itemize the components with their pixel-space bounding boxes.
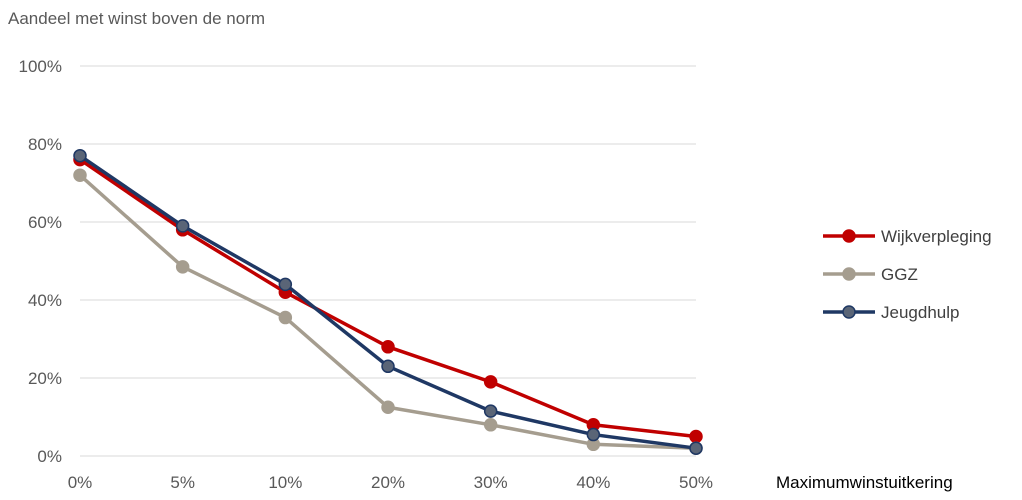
chart-title: Aandeel met winst boven de norm: [8, 9, 265, 28]
data-point: [483, 418, 498, 432]
series-ggz: [73, 168, 703, 455]
legend-item: Jeugdhulp: [823, 303, 959, 322]
gridlines: [80, 65, 696, 457]
x-tick-label: 40%: [576, 473, 610, 492]
y-tick-label: 20%: [28, 369, 62, 388]
data-point: [483, 375, 498, 389]
series-line: [78, 157, 698, 439]
y-tick-label: 80%: [28, 135, 62, 154]
legend: Wijkverpleging GGZ Jeugdhulp: [823, 227, 992, 322]
y-axis-tick-labels: 0% 20% 40% 60% 80% 100%: [19, 57, 62, 466]
data-point: [175, 260, 190, 274]
y-tick-label: 40%: [28, 291, 62, 310]
data-point: [278, 277, 293, 292]
x-tick-label: 5%: [170, 473, 195, 492]
series-wijkverpleging: [73, 152, 703, 444]
x-tick-label: 10%: [268, 473, 302, 492]
legend-item: GGZ: [823, 265, 918, 284]
x-tick-label: 20%: [371, 473, 405, 492]
legend-label: Jeugdhulp: [881, 303, 959, 322]
legend-marker: [842, 267, 856, 281]
data-point: [483, 404, 498, 418]
legend-marker: [842, 229, 856, 243]
data-point: [689, 441, 703, 455]
data-point: [381, 400, 395, 414]
x-tick-label: 0%: [68, 473, 93, 492]
data-point: [278, 310, 293, 325]
legend-label: Wijkverpleging: [881, 227, 992, 246]
series-jeugdhulp: [73, 148, 703, 455]
legend-label: GGZ: [881, 265, 918, 284]
y-tick-label: 100%: [19, 57, 62, 76]
data-point: [381, 340, 395, 354]
y-tick-label: 0%: [37, 447, 62, 466]
data-point: [689, 429, 703, 444]
data-point: [175, 219, 190, 233]
series-layer: [73, 148, 703, 455]
x-tick-label: 30%: [474, 473, 508, 492]
data-point: [586, 427, 601, 442]
legend-item: Wijkverpleging: [823, 227, 992, 246]
x-axis-tick-labels: 0% 5% 10% 20% 30% 40% 50%: [68, 473, 713, 492]
x-tick-label: 50%: [679, 473, 713, 492]
x-axis-label: Maximumwinstuitkering: [776, 473, 953, 492]
y-tick-label: 60%: [28, 213, 62, 232]
data-point: [73, 148, 87, 163]
data-point: [381, 359, 395, 374]
legend-marker: [842, 305, 856, 319]
data-point: [73, 168, 87, 182]
